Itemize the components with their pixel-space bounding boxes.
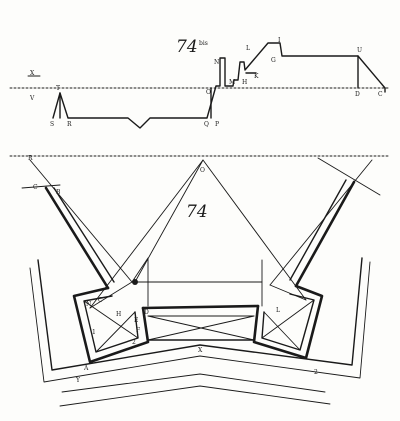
plan-label-e: E xyxy=(134,317,138,324)
plan-label-n: N xyxy=(86,301,91,308)
profile-label-l: L xyxy=(246,45,250,52)
profile-label-p: P xyxy=(215,121,219,128)
profile-figure-suffix: bis xyxy=(199,40,208,47)
plan-label-b: B xyxy=(56,189,61,196)
plan-label-h: H xyxy=(116,311,121,318)
profile-label-g: G xyxy=(271,57,276,64)
plan-glacis xyxy=(62,374,325,392)
plan-label-y: Y xyxy=(75,377,81,384)
plan-left-face-outer xyxy=(46,188,108,288)
profile-label-s: S xyxy=(50,121,54,128)
plan-triangle xyxy=(90,160,306,308)
plan-right-face-inner xyxy=(290,180,346,280)
plan-center-point xyxy=(132,279,138,285)
plan-label-r: R xyxy=(28,155,33,162)
profile-label-h: H xyxy=(242,79,247,86)
profile-label-d: D xyxy=(355,91,360,98)
plan-label-d: D xyxy=(144,309,149,316)
profile-label-n: N xyxy=(214,59,219,66)
profile-label-x: X xyxy=(30,70,35,77)
profile-label-k: K xyxy=(254,73,259,80)
profile-figure-number: 74 xyxy=(176,37,198,57)
plan-label-two: 2 xyxy=(314,369,318,376)
plan-right-bastion xyxy=(254,286,322,358)
plan-section: 74 R C B O A Y X 2 N C 1 H E D F L 2 xyxy=(10,155,390,406)
plan-label-c: C xyxy=(33,184,38,191)
plan-glacis-2 xyxy=(60,386,330,406)
plan-left-face-inner xyxy=(54,188,114,282)
plan-label-l: L xyxy=(276,307,280,314)
profile-label-q: Q xyxy=(204,121,209,128)
plan-right-bastion-inner xyxy=(262,294,314,350)
plan-right-ray xyxy=(270,160,372,285)
plan-label-one: 1 xyxy=(92,329,96,336)
plan-curtain-outer xyxy=(143,306,258,308)
plan-left-spur xyxy=(90,282,132,308)
profile-label-c: C xyxy=(378,91,383,98)
plan-left-bastion-inner xyxy=(84,296,138,352)
profile-section: 74 bis X V T S R Q P O N M H K L I G U D… xyxy=(10,37,390,128)
profile-label-u: U xyxy=(357,47,362,54)
profile-label-o: O xyxy=(206,89,211,96)
plan-figure-number: 74 xyxy=(186,202,208,222)
plan-right-face-outer xyxy=(296,182,354,286)
profile-label-m: M xyxy=(229,79,235,86)
plan-left-ray xyxy=(30,160,132,282)
plan-label-a: A xyxy=(83,365,89,372)
profile-label-r: R xyxy=(67,121,72,128)
plan-label-c2: C xyxy=(98,297,103,304)
plan-label-f: F xyxy=(136,327,140,334)
plan-label-o: O xyxy=(200,167,205,174)
plan-label-x: X xyxy=(198,347,203,354)
profile-label-v: V xyxy=(29,95,35,102)
plan-right-diag-a xyxy=(262,300,314,338)
plan-label-two-b: 2 xyxy=(132,339,136,346)
profile-label-t: T xyxy=(56,85,60,92)
